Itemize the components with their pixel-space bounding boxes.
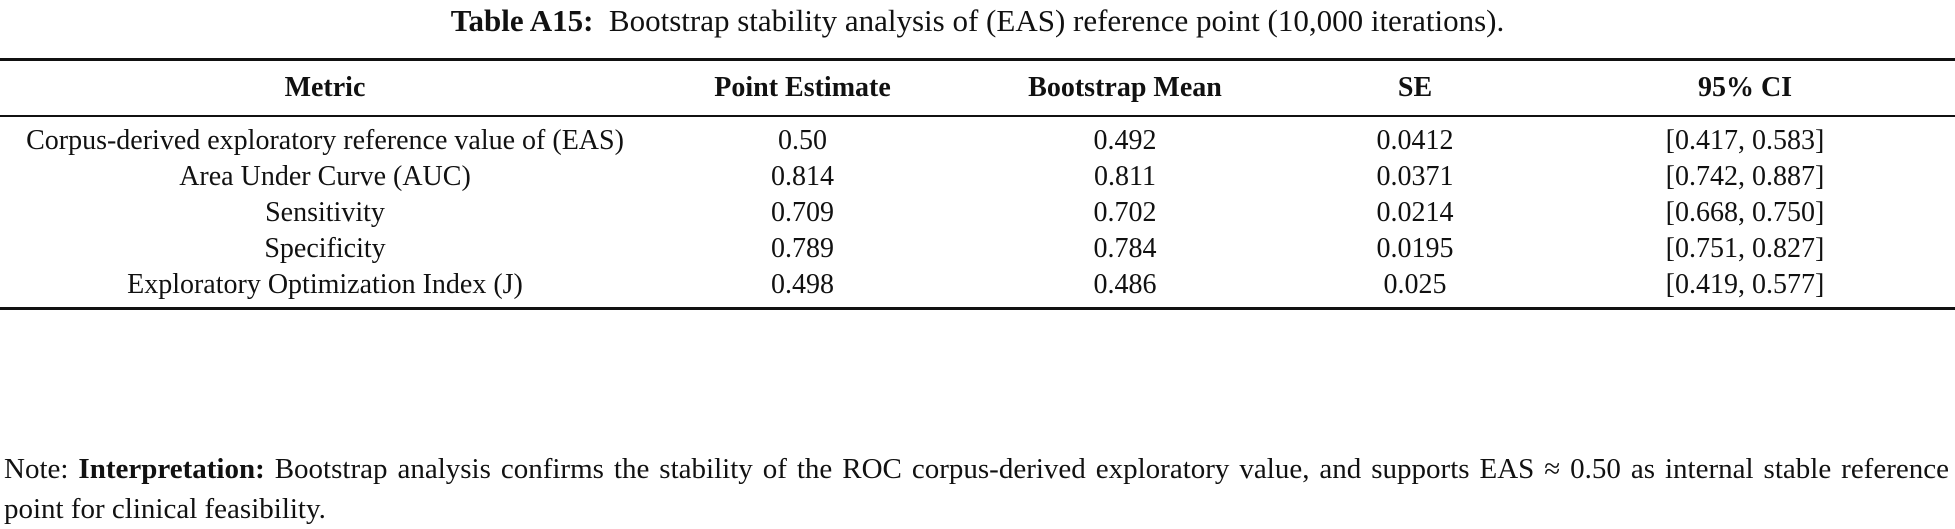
cell-ci: [0.668, 0.750] bbox=[1665, 197, 1825, 228]
table-header-row: Metric Point Estimate Bootstrap Mean SE … bbox=[0, 58, 1955, 117]
cell-point-estimate: 0.709 bbox=[771, 197, 834, 228]
cell-metric: Exploratory Optimization Index (J) bbox=[0, 267, 650, 310]
cell-se: 0.025 bbox=[1295, 267, 1535, 310]
cell-metric: Corpus-derived exploratory reference val… bbox=[26, 125, 624, 156]
cell-bootstrap-mean: 0.702 bbox=[1093, 197, 1157, 228]
caption-text: Bootstrap stability analysis of (EAS) re… bbox=[608, 3, 1505, 38]
note-bold-label: Interpretation: bbox=[78, 453, 265, 485]
table-row: Exploratory Optimization Index (J) 0.498… bbox=[0, 267, 1955, 310]
cell-bootstrap-mean: 0.784 bbox=[1093, 233, 1157, 264]
caption-label: Table A15: bbox=[450, 3, 594, 38]
cell-ci: [0.417, 0.583] bbox=[1665, 125, 1825, 156]
header-metric: Metric bbox=[0, 58, 650, 117]
table-caption: Table A15: Bootstrap stability analysis … bbox=[0, 2, 1955, 40]
header-ci: 95% CI bbox=[1535, 58, 1955, 117]
cell-se: 0.0214 bbox=[1376, 197, 1454, 228]
header-bootstrap-mean: Bootstrap Mean bbox=[955, 58, 1295, 117]
cell-metric: Area Under Curve (AUC) bbox=[179, 161, 471, 192]
note-text: Bootstrap analysis confirms the stabilit… bbox=[4, 453, 1949, 525]
cell-metric: Specificity bbox=[264, 233, 386, 264]
header-point-estimate: Point Estimate bbox=[650, 58, 955, 117]
cell-ci: [0.419, 0.577] bbox=[1535, 267, 1955, 310]
note-prefix: Note: bbox=[4, 453, 79, 485]
header-se: SE bbox=[1295, 58, 1535, 117]
table-row: Sensitivity 0.709 0.702 0.0214 [0.668, 0… bbox=[0, 195, 1955, 231]
table-row: Specificity 0.789 0.784 0.0195 [0.751, 0… bbox=[0, 231, 1955, 267]
cell-bootstrap-mean: 0.811 bbox=[1094, 161, 1156, 192]
cell-metric: Sensitivity bbox=[265, 197, 385, 228]
bootstrap-table: Metric Point Estimate Bootstrap Mean SE … bbox=[0, 58, 1955, 310]
cell-se: 0.0412 bbox=[1376, 125, 1454, 156]
table-row: Area Under Curve (AUC) 0.814 0.811 0.037… bbox=[0, 159, 1955, 195]
cell-bootstrap-mean: 0.486 bbox=[955, 267, 1295, 310]
cell-point-estimate: 0.498 bbox=[650, 267, 955, 310]
table-row: Corpus-derived exploratory reference val… bbox=[0, 116, 1955, 159]
cell-point-estimate: 0.50 bbox=[778, 125, 827, 156]
cell-se: 0.0195 bbox=[1376, 233, 1454, 264]
cell-point-estimate: 0.789 bbox=[771, 233, 834, 264]
cell-bootstrap-mean: 0.492 bbox=[1093, 125, 1157, 156]
cell-se: 0.0371 bbox=[1376, 161, 1454, 192]
cell-point-estimate: 0.814 bbox=[771, 161, 834, 192]
cell-ci: [0.751, 0.827] bbox=[1665, 233, 1825, 264]
table-note: Note: Interpretation: Bootstrap analysis… bbox=[4, 449, 1949, 529]
cell-ci: [0.742, 0.887] bbox=[1665, 161, 1825, 192]
